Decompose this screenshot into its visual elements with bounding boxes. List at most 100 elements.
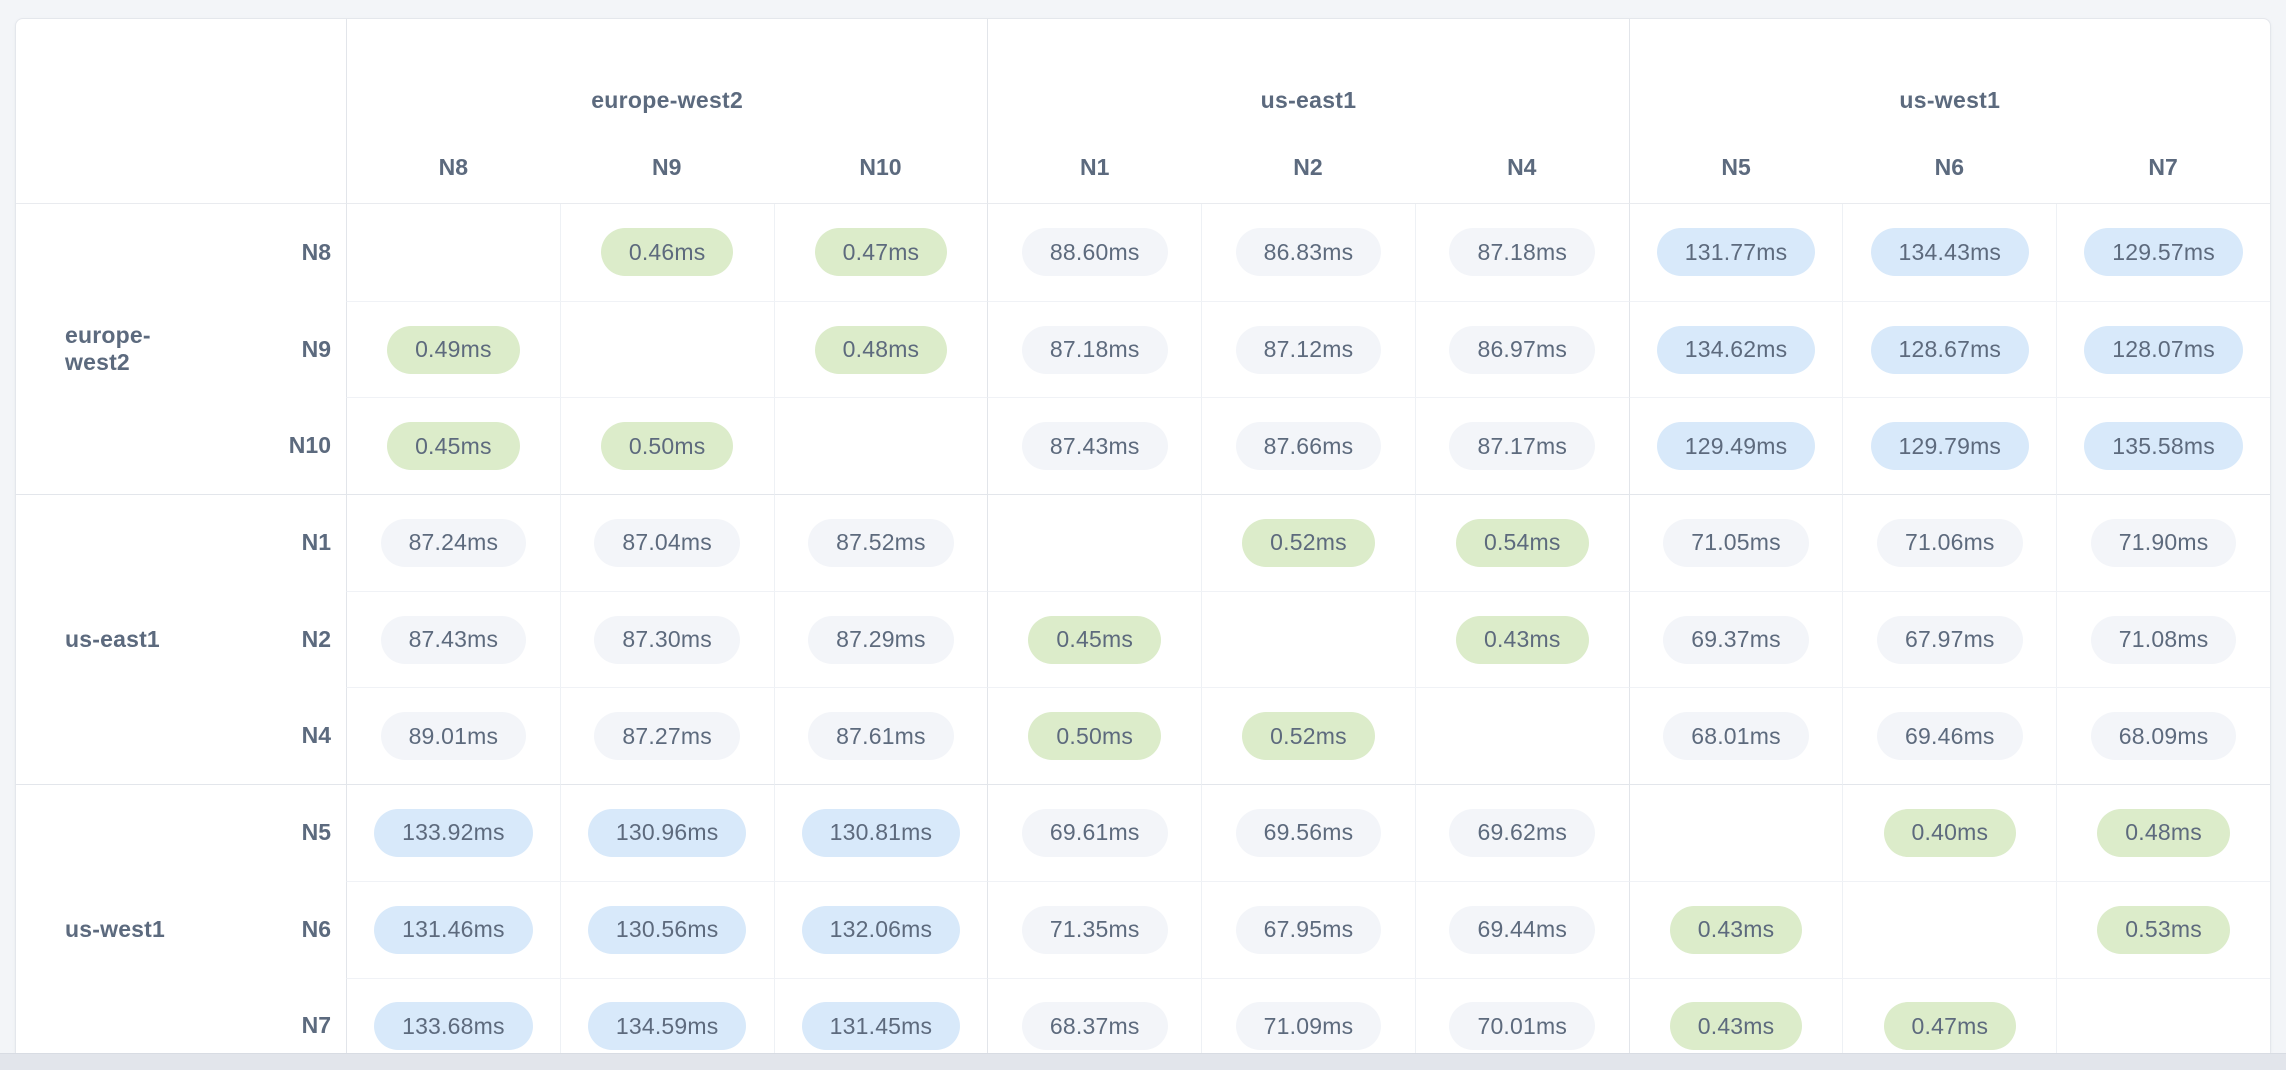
latency-cell-N10-N5: 129.49ms <box>1628 397 1843 495</box>
latency-value-pill: 0.52ms <box>1242 712 1375 761</box>
latency-cell-N8-N7: 129.57ms <box>2056 204 2270 301</box>
latency-cell-N5-N4: 69.62ms <box>1414 784 1629 881</box>
latency-value-pill: 0.47ms <box>1883 1002 2017 1051</box>
latency-value-pill: 68.09ms <box>2090 712 2237 761</box>
latency-value-pill: 0.47ms <box>814 228 948 277</box>
latency-value-pill: 131.45ms <box>801 1002 961 1051</box>
latency-cell-N6-N10: 132.06ms <box>773 880 988 978</box>
row-group-label-us-east1: us-east1 <box>16 494 206 784</box>
latency-value-pill: 87.29ms <box>808 615 954 664</box>
horizontal-scrollbar[interactable] <box>0 1053 2286 1070</box>
latency-cell-N2-N7: 71.08ms <box>2056 590 2270 688</box>
latency-cell-N1-N9: 87.04ms <box>559 494 774 591</box>
latency-value-pill: 86.97ms <box>1449 325 1596 374</box>
column-header-N7: N7 <box>2056 131 2270 204</box>
latency-cell-N5-N10: 130.81ms <box>773 784 988 881</box>
latency-cell-N2-N9: 87.30ms <box>559 590 774 688</box>
latency-value-pill: 71.35ms <box>1021 905 1168 954</box>
latency-value-pill: 134.43ms <box>1870 228 2030 277</box>
latency-cell-N5-N1: 69.61ms <box>987 784 1202 881</box>
latency-cell-N5-N5 <box>1628 784 1843 881</box>
latency-cell-N4-N6: 69.46ms <box>1842 687 2057 785</box>
latency-cell-N9-N8: 0.49ms <box>346 300 560 398</box>
latency-value-pill: 71.09ms <box>1235 1002 1382 1051</box>
column-header-N6: N6 <box>1842 131 2057 204</box>
column-group-header-europe-west2: europe-west2 <box>346 19 987 131</box>
latency-cell-N5-N2: 69.56ms <box>1201 784 1415 881</box>
latency-value-pill: 0.53ms <box>2097 905 2230 954</box>
latency-cell-N5-N8: 133.92ms <box>346 784 560 881</box>
latency-cell-N10-N8: 0.45ms <box>346 397 560 495</box>
latency-value-pill: 87.52ms <box>808 518 954 567</box>
latency-value-pill: 0.43ms <box>1669 905 1803 954</box>
latency-value-pill: 0.54ms <box>1455 518 1589 567</box>
latency-cell-N9-N4: 86.97ms <box>1414 300 1629 398</box>
latency-cell-N8-N8 <box>346 204 560 301</box>
latency-value-pill: 0.52ms <box>1242 518 1375 567</box>
latency-value-pill: 69.56ms <box>1235 808 1382 857</box>
latency-value-pill: 0.48ms <box>814 325 948 374</box>
latency-cell-N1-N5: 71.05ms <box>1628 494 1843 591</box>
latency-cell-N7-N8: 133.68ms <box>346 977 560 1053</box>
latency-cell-N8-N9: 0.46ms <box>559 204 774 301</box>
latency-value-pill: 87.30ms <box>594 615 740 664</box>
latency-value-pill: 135.58ms <box>2084 422 2243 471</box>
latency-value-pill: 87.43ms <box>380 615 527 664</box>
latency-cell-N4-N5: 68.01ms <box>1628 687 1843 785</box>
latency-cell-N7-N1: 68.37ms <box>987 977 1202 1053</box>
column-group-header-us-east1: us-east1 <box>987 19 1628 131</box>
latency-cell-N7-N4: 70.01ms <box>1414 977 1629 1053</box>
latency-value-pill: 69.46ms <box>1877 712 2023 761</box>
latency-value-pill: 89.01ms <box>380 712 527 761</box>
latency-cell-N8-N5: 131.77ms <box>1628 204 1843 301</box>
latency-value-pill: 67.95ms <box>1235 905 1382 954</box>
latency-value-pill: 87.12ms <box>1235 325 1382 374</box>
latency-cell-N10-N10 <box>773 397 988 495</box>
latency-cell-N8-N6: 134.43ms <box>1842 204 2056 301</box>
latency-cell-N10-N1: 87.43ms <box>987 397 1202 495</box>
latency-cell-N4-N8: 89.01ms <box>346 687 560 785</box>
latency-cell-N10-N9: 0.50ms <box>559 397 774 495</box>
latency-value-pill: 87.18ms <box>1021 325 1168 374</box>
column-header-N8: N8 <box>346 131 560 204</box>
latency-value-pill: 70.01ms <box>1449 1002 1596 1051</box>
latency-cell-N1-N8: 87.24ms <box>346 494 560 591</box>
latency-value-pill: 67.97ms <box>1877 615 2023 664</box>
latency-cell-N5-N6: 0.40ms <box>1842 784 2057 881</box>
matrix-corner-cell <box>16 19 346 204</box>
latency-value-pill: 69.44ms <box>1449 905 1596 954</box>
latency-value-pill: 133.92ms <box>374 808 533 857</box>
latency-cell-N7-N6: 0.47ms <box>1842 977 2057 1053</box>
latency-cell-N6-N2: 67.95ms <box>1201 880 1415 978</box>
latency-cell-N6-N5: 0.43ms <box>1628 880 1843 978</box>
latency-value-pill: 87.61ms <box>808 712 954 761</box>
latency-value-pill: 131.77ms <box>1656 228 1816 277</box>
row-group-label-europe-west2: europe-west2 <box>65 322 151 376</box>
column-header-N1: N1 <box>987 131 1202 204</box>
latency-cell-N1-N1 <box>987 494 1202 591</box>
latency-value-pill: 0.49ms <box>387 325 520 374</box>
latency-value-pill: 133.68ms <box>374 1002 533 1051</box>
latency-cell-N9-N10: 0.48ms <box>773 300 988 398</box>
latency-value-pill: 87.18ms <box>1449 228 1596 277</box>
latency-cell-N6-N6 <box>1842 880 2057 978</box>
latency-cell-N4-N1: 0.50ms <box>987 687 1202 785</box>
latency-value-pill: 69.37ms <box>1663 615 1809 664</box>
column-header-N5: N5 <box>1628 131 1843 204</box>
latency-value-pill: 128.07ms <box>2084 325 2243 374</box>
latency-cell-N1-N4: 0.54ms <box>1414 494 1629 591</box>
latency-value-pill: 87.43ms <box>1021 422 1168 471</box>
column-header-N4: N4 <box>1414 131 1629 204</box>
row-header-N4: N4 <box>301 722 331 749</box>
row-header-N7: N7 <box>301 1012 331 1039</box>
latency-cell-N4-N4 <box>1414 687 1629 785</box>
latency-value-pill: 0.43ms <box>1455 615 1589 664</box>
latency-cell-N5-N9: 130.96ms <box>559 784 774 881</box>
latency-value-pill: 130.81ms <box>801 808 961 857</box>
row-header-N5: N5 <box>206 784 346 881</box>
column-header-N9: N9 <box>559 131 774 204</box>
latency-cell-N7-N9: 134.59ms <box>559 977 774 1053</box>
latency-cell-N1-N6: 71.06ms <box>1842 494 2057 591</box>
latency-cell-N10-N2: 87.66ms <box>1201 397 1415 495</box>
column-header-N10: N10 <box>773 131 988 204</box>
